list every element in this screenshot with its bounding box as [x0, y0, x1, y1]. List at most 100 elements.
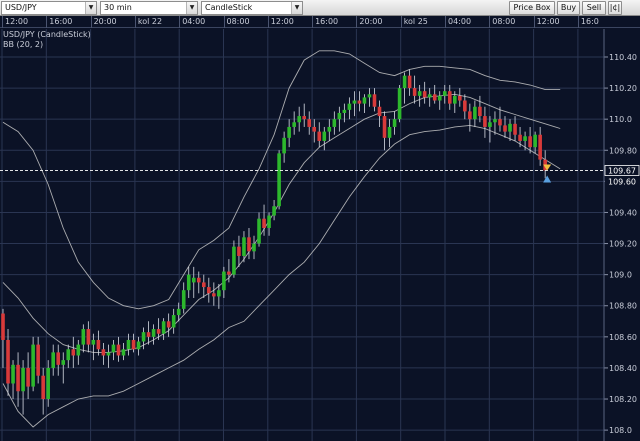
candle-body-up: [342, 109, 347, 113]
chart-type-select[interactable]: CandleStick ▼: [201, 1, 303, 15]
candle: [478, 95, 482, 123]
y-tick-label: 109.0: [609, 271, 632, 280]
candle: [86, 321, 91, 353]
y-tick-label: 108.40: [609, 364, 637, 373]
y-tick-label: 109.20: [609, 240, 637, 249]
candle-body-up: [397, 88, 402, 120]
chevron-down-icon[interactable]: ▼: [291, 2, 302, 14]
candle: [96, 330, 101, 356]
candle-body-down: [377, 106, 382, 117]
candle-body-up: [181, 290, 186, 309]
candle: [21, 360, 25, 415]
candle: [397, 84, 402, 123]
candle: [317, 122, 322, 148]
candle-body-up: [242, 237, 246, 256]
candle: [267, 212, 271, 236]
time-tick-mark: [46, 16, 48, 28]
candle-body-down: [468, 111, 472, 120]
candle-body-up: [232, 246, 236, 275]
candle-body-down: [407, 75, 412, 89]
y-tick-label: 108.60: [609, 333, 637, 342]
candle-body-down: [227, 271, 231, 275]
candle: [347, 97, 352, 120]
candle-body-down: [166, 321, 171, 328]
candle: [222, 266, 226, 298]
candle: [56, 344, 61, 376]
candle: [297, 106, 301, 132]
settings-button[interactable]: |¢|: [608, 1, 622, 15]
symbol-value: USD/JPY: [5, 3, 37, 12]
candle: [337, 106, 342, 132]
timeframe-select[interactable]: 30 min ▼: [100, 1, 198, 15]
chart-type-value: CandleStick: [205, 3, 253, 12]
bollinger-middle-band: [2, 93, 561, 353]
time-tick-mark: [489, 16, 491, 28]
candle-body-up: [111, 344, 116, 353]
sell-button[interactable]: Sell: [582, 1, 606, 15]
candle: [287, 119, 291, 148]
chevron-down-icon[interactable]: ▼: [85, 2, 96, 14]
candle-body-up: [427, 94, 432, 98]
candle: [176, 302, 181, 322]
candle: [26, 352, 30, 400]
plot-area: [0, 29, 604, 441]
candle-body-up: [282, 137, 286, 154]
candle-body-down: [312, 126, 317, 132]
candle-body-up: [533, 134, 537, 148]
price-box-button[interactable]: Price Box: [509, 1, 555, 15]
time-tick-label: 12:00: [5, 17, 29, 26]
candle: [212, 282, 216, 306]
candle: [357, 91, 362, 112]
candle-body-up: [417, 91, 422, 96]
chevron-down-icon[interactable]: ▼: [186, 2, 197, 14]
candle: [217, 283, 221, 309]
candle: [141, 327, 146, 350]
time-tick-label: 12:00: [270, 17, 294, 26]
candle: [106, 344, 111, 368]
candle: [498, 106, 502, 132]
candle-body-down: [247, 237, 251, 252]
candle: [171, 308, 176, 334]
candle: [76, 339, 81, 365]
candle-body-up: [252, 243, 256, 252]
candle-body-up: [257, 218, 261, 244]
candle: [277, 150, 281, 210]
candle-body-up: [176, 308, 181, 316]
candle-body-up: [171, 315, 176, 328]
candle: [458, 88, 462, 107]
candle-body-up: [272, 206, 276, 216]
candle: [432, 84, 437, 104]
candle: [156, 318, 161, 340]
time-tick-mark: [90, 16, 92, 28]
candle: [312, 119, 317, 143]
candle: [367, 88, 372, 107]
candle-body-up: [367, 94, 372, 98]
candle: [6, 329, 10, 396]
candle-body-down: [202, 282, 206, 288]
candle: [292, 111, 296, 135]
candle-body-up: [61, 360, 66, 365]
candle-body-down: [458, 95, 462, 101]
candle: [247, 228, 251, 260]
candle-body-down: [463, 100, 467, 112]
candle: [503, 116, 507, 138]
candle: [36, 336, 40, 384]
candle: [442, 84, 447, 104]
buy-button[interactable]: Buy: [557, 1, 580, 15]
candle: [16, 352, 20, 407]
candle: [111, 339, 116, 361]
candle-body-down: [528, 136, 532, 148]
candle: [327, 119, 332, 141]
candle: [161, 318, 166, 340]
candle: [447, 84, 452, 110]
candle-body-down: [302, 116, 306, 120]
candle-body-down: [357, 100, 362, 104]
candle: [46, 360, 50, 407]
candle: [41, 367, 45, 415]
symbol-select[interactable]: USD/JPY ▼: [1, 1, 97, 15]
candle-body-up: [493, 119, 497, 123]
candle-body-up: [46, 367, 50, 400]
candle-body-down: [116, 344, 121, 356]
chart-toolbar: USD/JPY ▼ 30 min ▼ CandleStick ▼ Price B…: [0, 0, 640, 16]
